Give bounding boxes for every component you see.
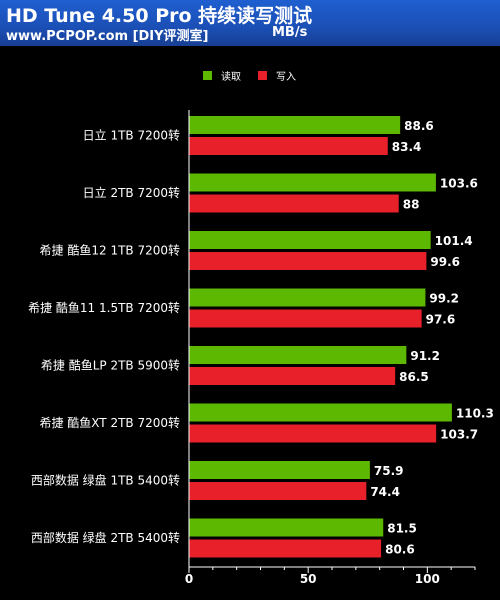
legend-swatch-2 [258, 71, 267, 80]
category-label: 希捷 酷鱼12 1TB 7200转 [40, 243, 180, 258]
bar-write [189, 137, 388, 155]
category-label: 日立 1TB 7200转 [83, 128, 180, 143]
data-label: 83.4 [392, 140, 422, 154]
bar-write [189, 424, 437, 443]
site-subtitle: www.PCPOP.com [DIY评测室] [6, 29, 209, 44]
data-label: 88.6 [404, 119, 434, 133]
data-label: 80.6 [385, 543, 415, 557]
bar-read [189, 346, 407, 364]
data-label: 97.6 [426, 313, 456, 327]
legend-label-2: 写入 [276, 71, 296, 83]
category-label: 日立 2TB 7200转 [83, 185, 180, 200]
unit-label: MB/s [272, 25, 308, 40]
bar-write [189, 309, 422, 328]
chart-title: HD Tune 4.50 Pro 持续读写测试 [6, 5, 313, 27]
category-label: 西部数据 绿盘 1TB 5400转 [31, 473, 180, 488]
bar-read [189, 518, 384, 537]
category-label: 希捷 酷鱼LP 2TB 5900转 [41, 358, 180, 373]
bar-read [189, 403, 452, 422]
data-label: 81.5 [387, 522, 417, 536]
x-tick-label: 50 [300, 572, 317, 586]
data-label: 103.6 [440, 177, 478, 191]
data-label: 103.7 [440, 428, 478, 442]
data-label: 86.5 [399, 370, 429, 384]
bar-read [189, 231, 431, 249]
category-label: 希捷 酷鱼11 1.5TB 7200转 [28, 300, 180, 315]
category-label: 西部数据 绿盘 2TB 5400转 [31, 530, 180, 545]
data-label: 99.6 [430, 255, 460, 269]
data-label: 91.2 [410, 349, 440, 363]
x-tick-label: 0 [185, 572, 193, 586]
bar-write [189, 482, 367, 500]
data-label: 101.4 [435, 234, 473, 248]
legend-label-1: 读取 [221, 70, 241, 83]
legend-swatch-1 [203, 71, 212, 80]
data-label: 75.9 [374, 464, 404, 478]
category-label: 希捷 酷鱼XT 2TB 7200转 [39, 415, 180, 430]
x-tick-label: 100 [415, 572, 440, 586]
bar-read [189, 173, 436, 192]
header-banner: HD Tune 4.50 Pro 持续读写测试 www.PCPOP.com [D… [0, 0, 500, 46]
bar-write [189, 194, 399, 213]
bar-read [189, 288, 426, 307]
data-label: 110.3 [456, 407, 494, 421]
data-label: 99.2 [429, 292, 459, 306]
bar-write [189, 252, 427, 270]
data-label: 88 [403, 198, 420, 212]
bar-read [189, 116, 401, 134]
bar-read [189, 461, 370, 479]
bar-write [189, 539, 382, 558]
data-label: 74.4 [370, 485, 400, 499]
bar-write [189, 367, 396, 385]
